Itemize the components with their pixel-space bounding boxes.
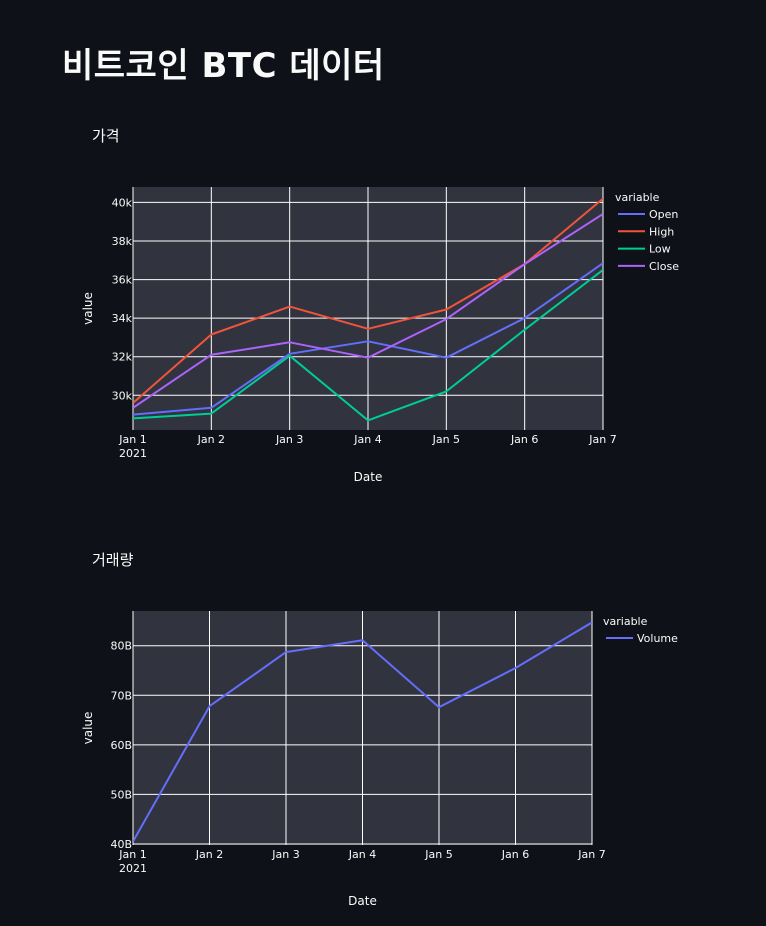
volume-chart: 거래량 Jan 1 Jan 2 Jan 3 Jan 4 Jan 5 Jan 6 Jan 7 20… [0,535,766,926]
price-legend-item[interactable]: Low [618,243,671,256]
price-y-axis-title: value [81,292,95,325]
volume-chart-svg: 거래량 Jan 1 Jan 2 Jan 3 Jan 4 Jan 5 Jan 6 Jan 7 20… [81,551,678,908]
price-x-tick-label: Jan 2 [197,433,225,446]
volume-series-line-volume[interactable] [133,621,592,842]
price-legend-title: variable [615,191,660,204]
price-chart: 가격 Jan 1 Jan 2 Jan 3 Jan 4 Jan 5 Jan 6 Jan 7 202… [0,110,766,510]
volume-x-tick-label: Jan 4 [348,848,376,861]
price-y-tick-label: 30k [112,389,133,402]
price-y-tick-label: 34k [112,312,133,325]
volume-legend-label: Volume [637,632,678,645]
volume-chart-title: 거래량 [92,551,134,569]
volume-x-year-label: 2021 [119,862,147,875]
price-legend-item[interactable]: Open [618,208,678,221]
volume-x-tick-label: Jan 1 [118,848,146,861]
volume-y-axis-title: value [81,712,95,745]
volume-y-tick-label: 60B [110,739,132,752]
price-x-tick-label: Jan 1 [118,433,146,446]
price-y-tick-label: 40k [112,196,133,209]
volume-legend-title: variable [603,615,648,628]
price-chart-title: 가격 [92,127,120,145]
price-y-tick-label: 36k [112,274,133,287]
price-legend-item[interactable]: High [618,225,674,238]
price-x-axis-title: Date [354,470,383,484]
volume-x-tick-label: Jan 7 [577,848,605,861]
volume-x-axis-title: Date [348,894,377,908]
volume-y-tick-label: 70B [110,689,132,702]
price-x-tick-label: Jan 7 [588,433,616,446]
price-legend-label: Low [649,243,671,256]
price-series-line-low[interactable] [133,269,603,422]
price-y-tick-label: 38k [112,235,133,248]
price-x-tick-label: Jan 4 [353,433,381,446]
volume-legend-item[interactable]: Volume [606,632,678,645]
volume-x-tick-label: Jan 2 [195,848,223,861]
price-y-tick-label: 32k [112,351,133,364]
price-series-line-open[interactable] [133,262,603,416]
price-legend-label: Close [649,260,679,273]
price-legend-item[interactable]: Close [618,260,679,273]
price-legend-label: High [649,225,674,238]
price-x-tick-label: Jan 5 [432,433,460,446]
price-legend-label: Open [649,208,678,221]
volume-x-tick-label: Jan 3 [271,848,299,861]
volume-y-tick-label: 50B [110,788,132,801]
page-title: 비트코인 BTC 데이터 [62,46,385,86]
price-chart-svg: 가격 Jan 1 Jan 2 Jan 3 Jan 4 Jan 5 Jan 6 Jan 7 202… [81,127,679,484]
volume-y-tick-label: 80B [110,640,132,653]
volume-x-tick-label: Jan 6 [501,848,529,861]
price-series-line-close[interactable] [133,213,603,409]
volume-y-tick-label: 40B [110,838,132,851]
price-x-tick-label: Jan 3 [275,433,303,446]
price-x-year-label: 2021 [119,447,147,460]
price-x-tick-label: Jan 6 [510,433,538,446]
volume-x-tick-label: Jan 5 [424,848,452,861]
